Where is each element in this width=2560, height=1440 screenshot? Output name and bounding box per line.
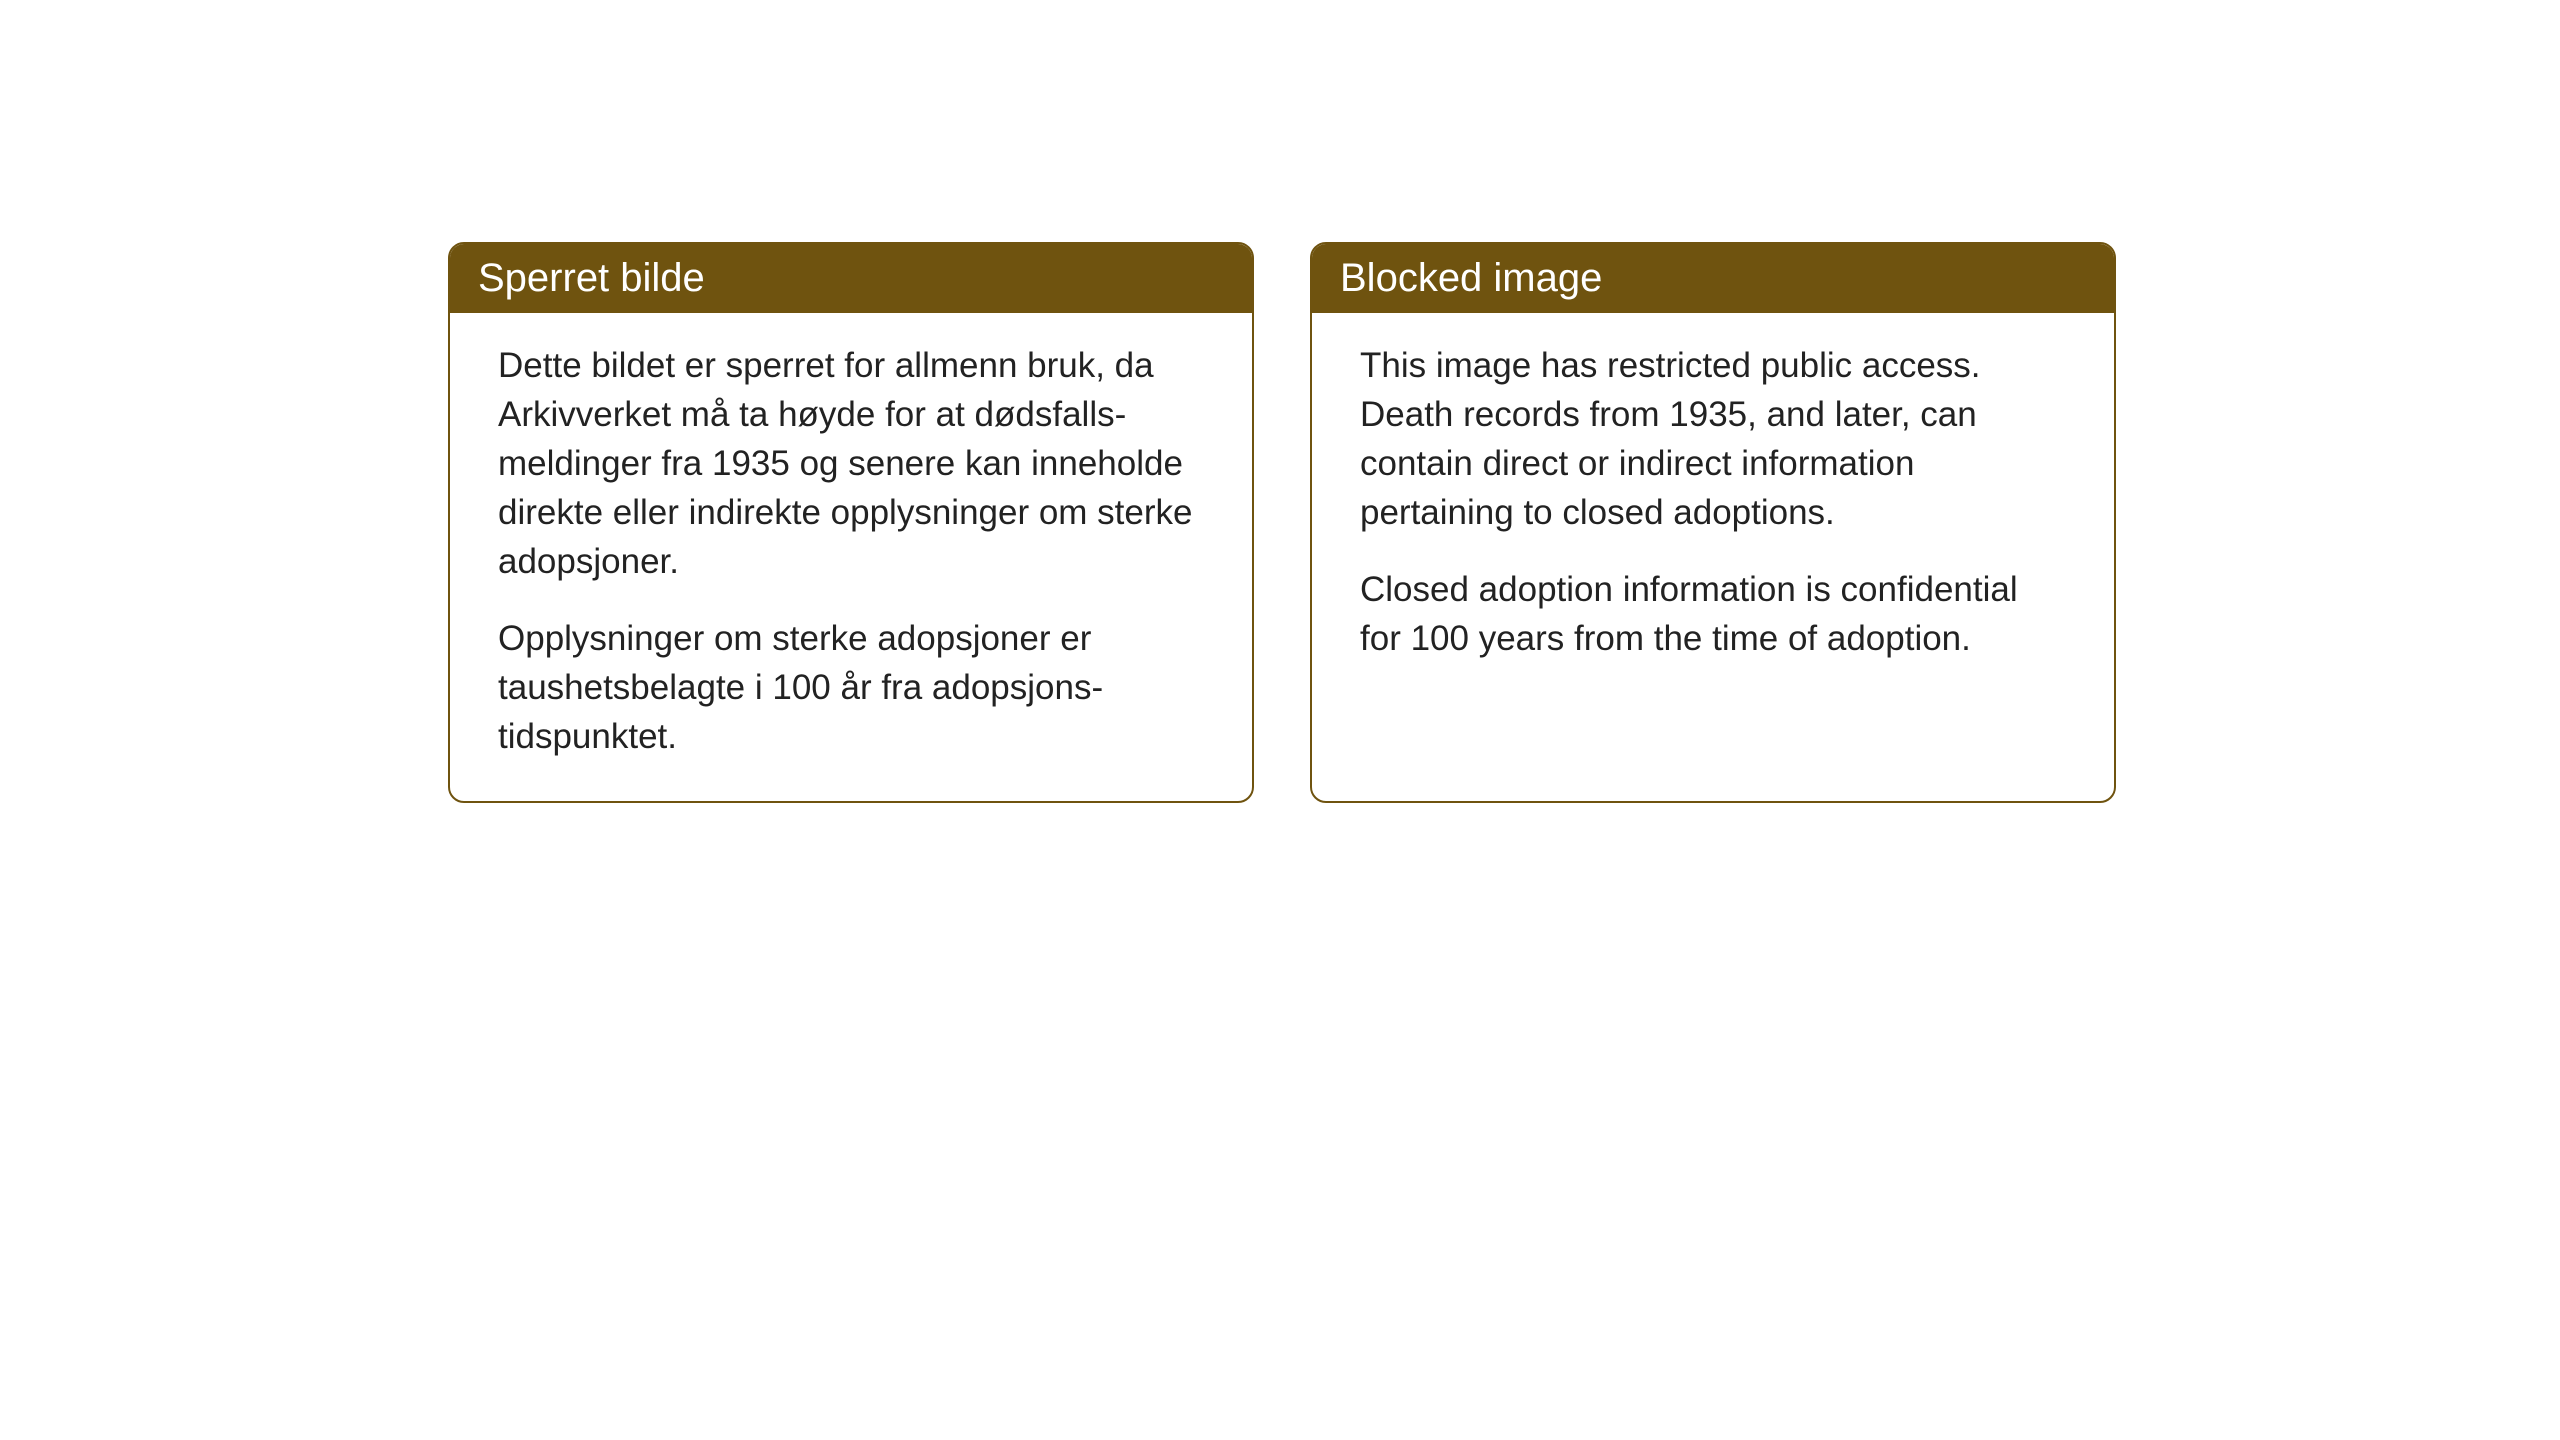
notice-container: Sperret bilde Dette bildet er sperret fo… [448,242,2116,803]
norwegian-card-body: Dette bildet er sperret for allmenn bruk… [450,313,1252,801]
english-card-title: Blocked image [1312,244,2114,313]
norwegian-notice-card: Sperret bilde Dette bildet er sperret fo… [448,242,1254,803]
english-paragraph-2: Closed adoption information is confident… [1360,565,2066,663]
norwegian-paragraph-2: Opplysninger om sterke adopsjoner er tau… [498,614,1204,761]
norwegian-card-title: Sperret bilde [450,244,1252,313]
norwegian-paragraph-1: Dette bildet er sperret for allmenn bruk… [498,341,1204,586]
english-paragraph-1: This image has restricted public access.… [1360,341,2066,537]
english-card-body: This image has restricted public access.… [1312,313,2114,703]
english-notice-card: Blocked image This image has restricted … [1310,242,2116,803]
